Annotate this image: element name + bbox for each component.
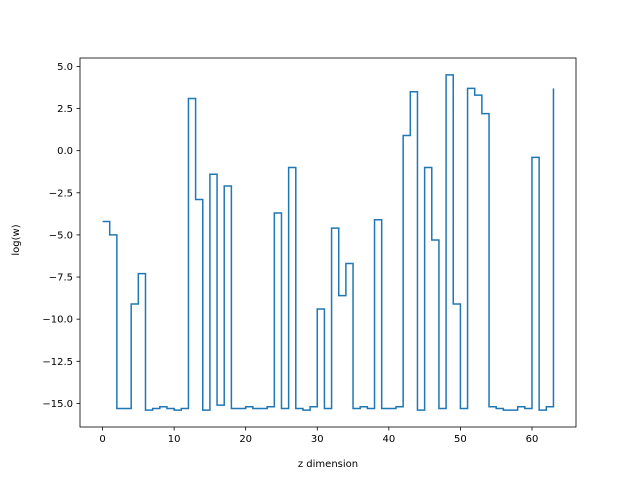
y-tick-label: 2.5 [57,104,73,115]
y-tick-label: −12.5 [42,357,73,368]
plot-area [79,57,577,428]
x-tick-label: 40 [382,434,395,445]
x-tick-label: 10 [168,434,181,445]
y-tick-label: −10.0 [42,315,73,326]
x-tick-label: 30 [311,434,324,445]
y-tick-label: −7.5 [49,273,73,284]
y-tick-label: −15.0 [42,399,73,410]
x-axis-ticks: 0 10 20 30 40 50 60 [99,427,538,445]
y-tick-label: −2.5 [49,188,73,199]
y-tick-label: 5.0 [57,62,73,73]
y-tick-label: 0.0 [57,146,73,157]
x-axis-label: z dimension [298,459,358,470]
axes-frame [79,57,577,428]
y-axis-ticks: −15.0 −12.5 −10.0 −7.5 −5.0 −2.5 0.0 2.5 5.0 [42,62,80,410]
x-tick-label: 60 [526,434,539,445]
x-tick-label: 50 [454,434,467,445]
series-step-line [102,74,555,411]
y-tick-label: −5.0 [49,230,73,241]
x-tick-label: 20 [239,434,252,445]
y-axis-label: log(w) [11,224,22,255]
x-tick-label: 0 [99,434,105,445]
